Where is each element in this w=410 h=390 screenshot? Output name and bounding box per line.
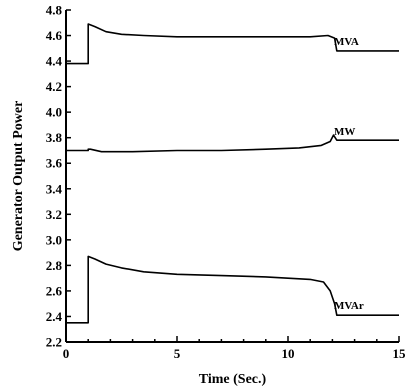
x-tick-label: 5 <box>174 346 181 361</box>
y-tick-label: 4.2 <box>46 79 62 94</box>
series-label-mw: MW <box>334 126 355 138</box>
y-tick-label: 4.4 <box>46 54 63 69</box>
x-axis-title: Time (Sec.) <box>199 372 267 387</box>
y-tick-label: 2.2 <box>46 335 62 350</box>
y-tick-label: 3.2 <box>46 207 62 222</box>
y-tick-label: 2.6 <box>46 283 63 298</box>
x-tick-label: 0 <box>63 346 70 361</box>
y-tick-label: 4.0 <box>46 105 62 120</box>
y-tick-label: 4.6 <box>46 28 63 43</box>
y-tick-label: 4.8 <box>46 3 63 18</box>
y-tick-label: 3.6 <box>46 156 63 171</box>
y-tick-label: 2.4 <box>46 309 63 324</box>
series-label-mvar: MVAr <box>334 300 364 312</box>
series-line-mvar <box>66 255 399 324</box>
y-tick-label: 2.8 <box>46 258 63 273</box>
series-label-mva: MVA <box>334 36 359 48</box>
y-tick-label: 3.4 <box>46 181 63 196</box>
y-tick-label: 3.0 <box>46 232 62 247</box>
series-layer <box>66 23 399 324</box>
labels-layer: MVA MW MVAr 2.2 2.4 2.6 2.8 3.0 3.2 3.4 3.6 3.8 4.0 4… <box>11 3 406 388</box>
x-tick-label: 10 <box>282 346 295 361</box>
series-line-mw <box>66 134 399 153</box>
axes-layer <box>65 9 400 343</box>
y-axis-title: Generator Output Power <box>11 101 26 252</box>
series-line-mva <box>66 23 399 65</box>
x-tick-label: 15 <box>393 346 407 361</box>
y-tick-label: 3.8 <box>46 130 63 145</box>
